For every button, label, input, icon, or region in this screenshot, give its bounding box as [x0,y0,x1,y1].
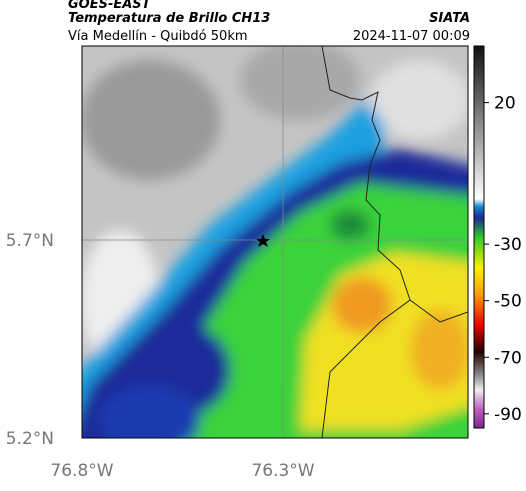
subtitle: Temperatura de Brillo CH13 [68,11,270,26]
grid [82,46,468,438]
colorbar-tick-label: -90 [494,405,522,425]
imagery [82,46,468,438]
y-tick-label: 5.2°N [6,429,54,449]
title: GOES-EAST [68,0,152,12]
colorbar [473,45,485,429]
x-tick-label: 76.8°W [50,461,113,481]
timestamp: 2024-11-07 00:09 [353,29,470,44]
colorbar-tick-label: -30 [494,235,522,255]
map-frame [81,45,469,439]
borders [321,46,468,438]
colorbar-tick-label: -50 [494,292,522,312]
route: Vía Medellín - Quibdó 50km [68,29,248,44]
colorbar-tick-label: -70 [494,348,522,368]
y-tick-label: 5.7°N [6,231,54,251]
colorbar-tick-label: 20 [494,94,516,114]
x-tick-label: 76.3°W [251,461,314,481]
source: SIATA [429,11,470,26]
location-marker [256,234,270,247]
